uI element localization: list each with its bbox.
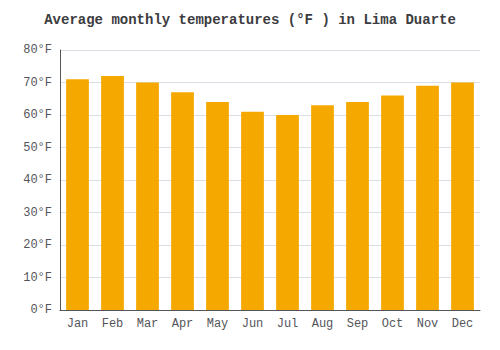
svg-text:Aug: Aug: [312, 317, 334, 331]
svg-text:30°F: 30°F: [23, 206, 52, 220]
svg-text:Jul: Jul: [277, 317, 299, 331]
svg-text:20°F: 20°F: [23, 238, 52, 252]
svg-text:Apr: Apr: [172, 317, 194, 331]
svg-text:70°F: 70°F: [23, 76, 52, 90]
svg-text:Oct: Oct: [382, 317, 404, 331]
svg-text:Nov: Nov: [417, 317, 439, 331]
svg-text:0°F: 0°F: [30, 303, 52, 317]
svg-text:50°F: 50°F: [23, 141, 52, 155]
svg-text:10°F: 10°F: [23, 271, 52, 285]
svg-text:40°F: 40°F: [23, 173, 52, 187]
svg-text:Jun: Jun: [242, 317, 264, 331]
svg-text:May: May: [207, 317, 229, 331]
svg-text:Jan: Jan: [67, 317, 89, 331]
svg-text:60°F: 60°F: [23, 108, 52, 122]
svg-text:Sep: Sep: [347, 317, 369, 331]
svg-text:Mar: Mar: [137, 317, 159, 331]
svg-text:Dec: Dec: [452, 317, 474, 331]
svg-text:Feb: Feb: [102, 317, 124, 331]
svg-text:80°F: 80°F: [23, 43, 52, 57]
svg-text:Average monthly temperatures (: Average monthly temperatures (°F ) in Li…: [44, 12, 456, 28]
